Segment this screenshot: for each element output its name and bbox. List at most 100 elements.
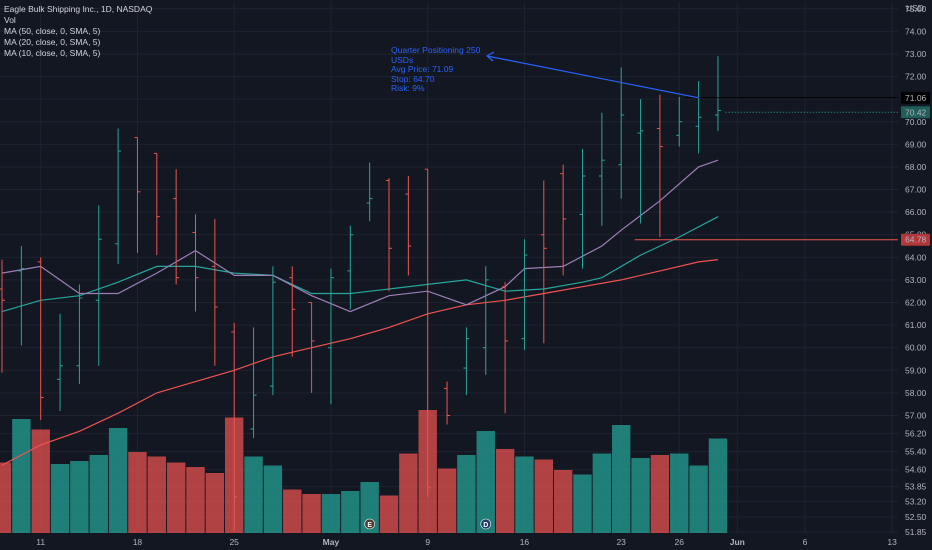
volume-bar — [708, 438, 728, 533]
legend-title: Eagle Bulk Shipping Inc., 1D, NASDAQ — [4, 4, 153, 14]
ohlc-bar — [482, 266, 489, 375]
volume-bar — [205, 473, 225, 533]
price-tick-label: 75.00 — [905, 4, 927, 14]
time-tick-label: 11 — [36, 537, 45, 547]
ohlc-bar — [192, 214, 199, 312]
ohlc-bar — [308, 302, 315, 393]
time-tick-label: Jun — [730, 537, 745, 547]
volume-bar — [128, 452, 147, 533]
price-tick-label: 66.00 — [905, 207, 927, 217]
price-tick-label: 63.00 — [905, 275, 927, 285]
volume-bar — [379, 495, 399, 533]
price-tick-label: 53.20 — [905, 496, 927, 506]
volume-bar — [263, 465, 283, 533]
time-tick-label: 16 — [520, 537, 530, 547]
price-tick-label: 51.85 — [905, 527, 927, 537]
volume-bar — [31, 429, 50, 533]
volume-bar — [341, 491, 360, 533]
time-tick-label: 6 — [803, 537, 808, 547]
price-tick-label: 56.20 — [905, 429, 927, 439]
ohlc-bar — [57, 313, 64, 411]
price-tick-label: 72.00 — [905, 72, 927, 82]
dividend-marker-icon-glyph: D — [483, 522, 488, 529]
volume-bar — [650, 455, 670, 533]
volume-bar — [592, 453, 612, 533]
price-tick-label: 67.00 — [905, 185, 927, 195]
ohlc-bar — [289, 266, 296, 357]
chart-legend: Eagle Bulk Shipping Inc., 1D, NASDAQ Vol… — [4, 4, 152, 59]
ohlc-bar — [18, 246, 25, 346]
position-note[interactable]: Quarter Positioning 250 USDs Avg Price: … — [391, 45, 480, 94]
volume-bar — [553, 470, 573, 533]
note-line-3: Avg Price: 71.09 — [391, 64, 454, 74]
ohlc-bar — [366, 162, 373, 222]
currency-label: USD — [906, 3, 924, 13]
volume-bar — [399, 453, 418, 533]
price-tick-label: 62.00 — [905, 298, 927, 308]
ohlc-bar — [211, 218, 218, 366]
ohlc-bar — [598, 112, 605, 226]
ohlc-bar — [327, 268, 334, 405]
ohlc-bar — [560, 164, 567, 276]
note-line-2: USDs — [391, 54, 414, 65]
price-tick-label: 74.00 — [905, 26, 927, 36]
legend-ma10[interactable]: MA (10, close, 0, SMA, 5) — [4, 48, 101, 58]
price-tick-label: 53.85 — [905, 482, 927, 492]
volume-bars — [0, 410, 728, 533]
volume-bar — [166, 462, 186, 533]
volume-bar — [670, 453, 689, 533]
price-tick-label: 61.00 — [905, 320, 927, 330]
price-tick-label: 70.00 — [905, 117, 927, 127]
volume-bar — [360, 482, 379, 533]
ohlc-bar — [521, 239, 528, 350]
current-price-tag: 70.42 — [905, 107, 927, 117]
volume-bar — [186, 467, 205, 533]
ohlc-bar — [405, 175, 412, 276]
legend-ma20[interactable]: MA (20, close, 0, SMA, 5) — [4, 37, 101, 47]
time-tick-label: 25 — [229, 537, 239, 547]
ohlc-bar — [95, 205, 102, 366]
ohlc-bar — [153, 152, 160, 256]
ohlc-bar — [540, 180, 547, 344]
annotation-arrow-head — [485, 51, 495, 62]
volume-bar — [321, 494, 341, 533]
ohlc-bar — [269, 266, 276, 396]
entry-price-tag: 71.06 — [905, 93, 927, 103]
ohlc-bar — [173, 169, 180, 285]
ohlc-bar — [424, 168, 431, 497]
ohlc-bar — [134, 137, 141, 253]
moving-averages — [1, 159, 719, 466]
current-price-tag-bg — [901, 106, 930, 119]
volume-bar — [70, 461, 89, 533]
dividend-marker-icon: D — [480, 518, 492, 530]
volume-bar — [244, 456, 263, 533]
time-axis[interactable]: 11 18 25 May 9 16 23 26 Jun 6 13 E D — [36, 518, 897, 547]
ohlc-bar — [618, 67, 625, 199]
ohlc-bar — [0, 259, 5, 373]
price-tick-label: 69.00 — [905, 139, 927, 149]
price-tick-label: 73.00 — [905, 49, 927, 59]
volume-bar — [283, 489, 302, 533]
volume-bar — [689, 465, 708, 533]
volume-bar — [457, 455, 476, 533]
price-tick-label: 68.00 — [905, 162, 927, 172]
ohlc-bar — [656, 94, 663, 237]
ohlc-bar — [76, 284, 83, 384]
volume-bar — [573, 474, 592, 533]
volume-bar — [534, 459, 553, 533]
legend-ma50[interactable]: MA (50, close, 0, SMA, 5) — [4, 26, 101, 36]
volume-bar — [476, 431, 495, 533]
note-line-4: Stop: 64.70 — [391, 73, 435, 84]
price-tick-label: 59.00 — [905, 365, 927, 375]
ohlc-bar — [386, 178, 392, 292]
ohlc-bar — [347, 225, 354, 310]
legend-volume[interactable]: Vol — [4, 15, 16, 25]
ohlc-bar — [695, 81, 702, 154]
price-tick-label: 64.00 — [905, 252, 927, 262]
volume-bar — [89, 455, 108, 533]
time-tick-label: May — [323, 537, 340, 547]
price-axis[interactable]: 75.0074.0073.0072.0071.0070.0069.0068.00… — [901, 3, 930, 537]
price-tick-label: 54.60 — [905, 465, 927, 475]
volume-bar — [631, 458, 650, 533]
